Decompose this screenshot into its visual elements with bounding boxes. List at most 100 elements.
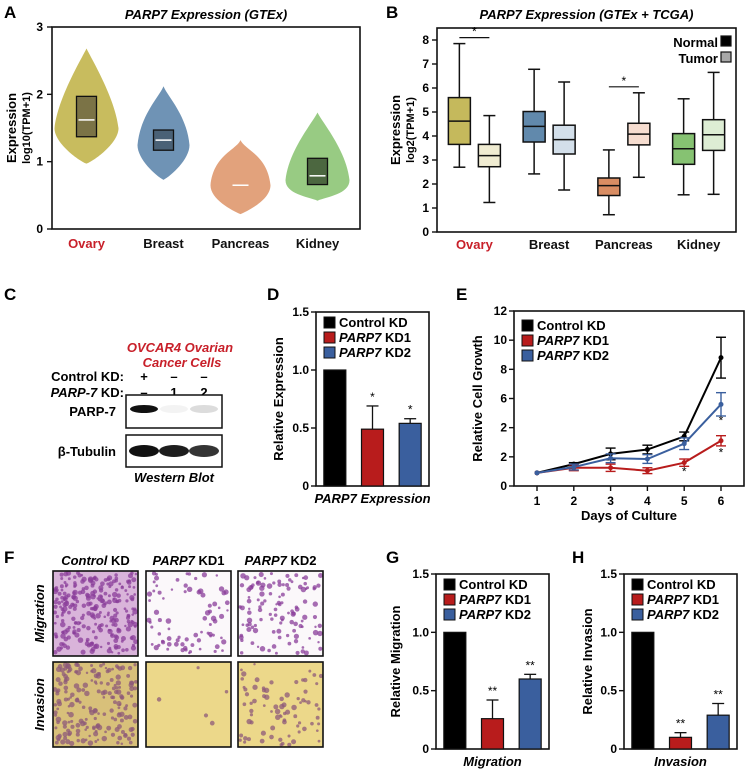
cell bbox=[102, 712, 107, 716]
cell bbox=[72, 595, 78, 601]
cell bbox=[70, 724, 75, 729]
cell bbox=[96, 689, 101, 694]
cell bbox=[127, 665, 133, 671]
legend-label-rest: KD1 bbox=[689, 592, 719, 607]
cell bbox=[200, 630, 203, 634]
cell bbox=[201, 572, 208, 578]
cell bbox=[116, 593, 121, 598]
cell bbox=[258, 605, 262, 609]
cell bbox=[316, 583, 321, 588]
cell bbox=[301, 678, 305, 682]
legend-label-italic: PARP7 bbox=[647, 607, 690, 622]
cell bbox=[84, 641, 90, 647]
cell bbox=[53, 703, 58, 707]
cell bbox=[287, 641, 292, 646]
cell bbox=[67, 625, 71, 630]
cell bbox=[74, 632, 80, 638]
cell bbox=[53, 710, 58, 715]
cell bbox=[306, 700, 311, 705]
cell bbox=[224, 690, 229, 694]
x-axis-label: PARP7 Expression bbox=[314, 491, 430, 506]
cell bbox=[111, 667, 114, 671]
cell bbox=[87, 576, 94, 582]
series-line bbox=[536, 403, 722, 474]
cell bbox=[95, 724, 100, 729]
blot-band-parp7 bbox=[160, 405, 188, 413]
cell bbox=[59, 646, 64, 650]
cell bbox=[101, 735, 108, 742]
legend-swatch bbox=[443, 593, 456, 606]
cell bbox=[87, 740, 94, 746]
cell bbox=[274, 708, 281, 715]
cell bbox=[269, 734, 274, 740]
micrograph-border bbox=[52, 570, 139, 657]
cell bbox=[132, 718, 138, 724]
legend-swatch bbox=[443, 608, 456, 621]
x-tick-label: 6 bbox=[718, 494, 725, 508]
significance-star: * bbox=[719, 413, 724, 427]
blot-row1-label: Control KD: bbox=[51, 369, 124, 384]
bar bbox=[323, 369, 347, 487]
cell bbox=[166, 636, 172, 641]
cell bbox=[120, 730, 125, 735]
cell bbox=[256, 598, 260, 602]
cell bbox=[281, 583, 285, 587]
y-tick-label: 3 bbox=[422, 153, 429, 167]
legend-swatch bbox=[443, 578, 456, 591]
cell bbox=[112, 700, 117, 705]
cell bbox=[273, 704, 279, 710]
cell bbox=[146, 617, 152, 623]
cell bbox=[98, 585, 104, 591]
cell bbox=[279, 703, 285, 710]
cell bbox=[90, 641, 94, 645]
series-line bbox=[536, 357, 722, 474]
cell bbox=[91, 606, 95, 611]
cell bbox=[60, 588, 64, 592]
significance-star: * bbox=[719, 445, 724, 459]
significance-star: * bbox=[682, 464, 687, 478]
y-axis-label-2: log10(TPM+1) bbox=[21, 92, 33, 164]
cell bbox=[62, 591, 67, 596]
cell bbox=[132, 585, 136, 589]
x-tick-label: Ovary bbox=[456, 237, 494, 252]
cell bbox=[128, 585, 132, 589]
cell bbox=[306, 586, 310, 590]
cell bbox=[253, 576, 257, 580]
micrograph-column-header: PARP7 KD1 bbox=[152, 553, 224, 568]
cell bbox=[252, 627, 259, 634]
cell bbox=[117, 651, 121, 655]
cell bbox=[99, 645, 103, 649]
cell bbox=[125, 704, 129, 708]
cell bbox=[161, 640, 166, 645]
cell bbox=[84, 585, 89, 591]
cell bbox=[224, 600, 230, 606]
legend-label: PARP7 KD2 bbox=[537, 348, 609, 363]
cell bbox=[83, 721, 87, 726]
cell bbox=[61, 672, 66, 677]
cell bbox=[170, 588, 174, 591]
legend-swatch bbox=[323, 346, 336, 359]
significance-star: ** bbox=[676, 717, 686, 731]
legend-label-italic: PARP7 bbox=[459, 607, 502, 622]
cell bbox=[117, 598, 122, 603]
cell bbox=[131, 577, 137, 583]
cell bbox=[260, 582, 266, 588]
y-tick-label: 2 bbox=[500, 421, 507, 435]
cell bbox=[242, 685, 246, 689]
cell bbox=[300, 625, 304, 629]
cell bbox=[284, 692, 290, 698]
cell bbox=[76, 663, 81, 668]
cell bbox=[246, 617, 253, 624]
cell bbox=[226, 609, 229, 612]
cell bbox=[301, 698, 306, 703]
cell bbox=[85, 725, 89, 730]
panel-letter-h: H bbox=[572, 548, 584, 567]
cell bbox=[303, 689, 308, 694]
blot-lane-parp7-value: 1 bbox=[170, 385, 177, 400]
cell bbox=[130, 732, 135, 737]
cell bbox=[113, 689, 119, 695]
cell bbox=[120, 696, 124, 700]
cell bbox=[206, 631, 210, 635]
cell bbox=[85, 671, 89, 675]
cell bbox=[69, 740, 75, 747]
